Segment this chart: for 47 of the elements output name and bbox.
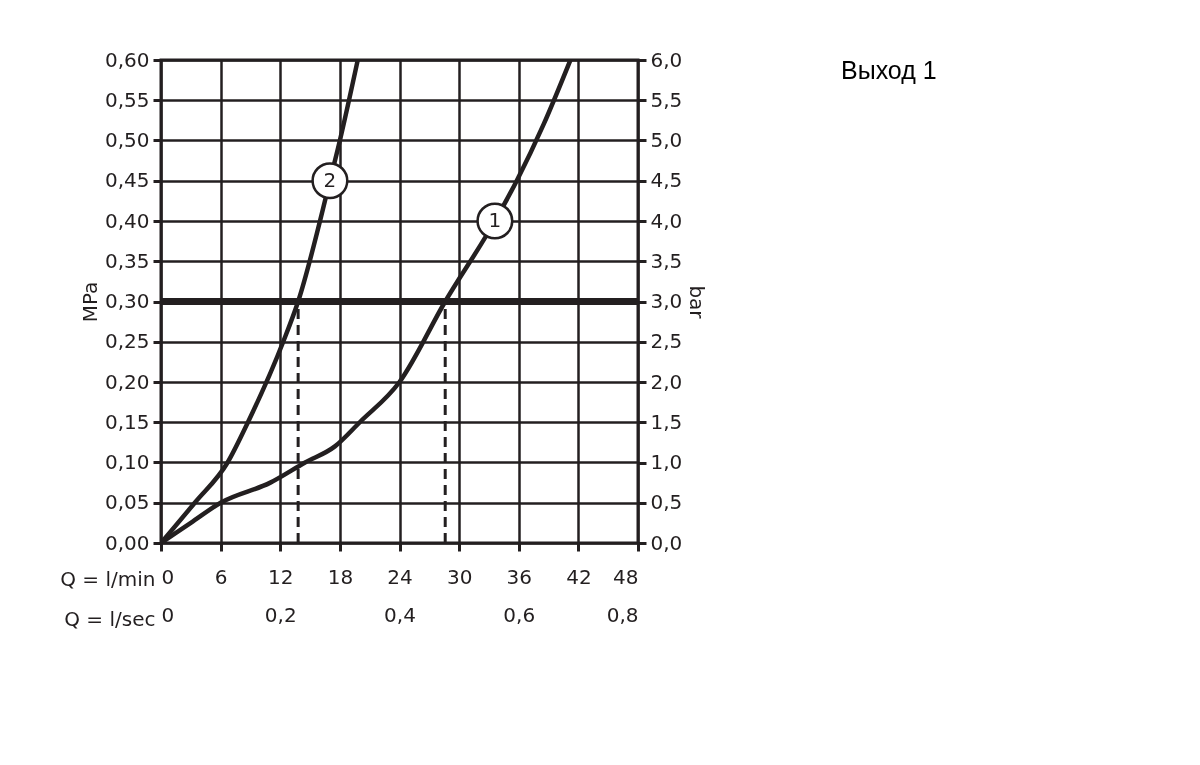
x2-tick-label: 0,4 (384, 602, 416, 627)
x2-tick-label: 0,6 (503, 602, 536, 627)
y-axis-title: MPa (77, 281, 102, 323)
x-tick-label: 6 (214, 564, 228, 589)
y-tick-label: 0,60 (104, 47, 150, 72)
y2-tick-label: 3,5 (650, 248, 683, 273)
y2-tick-label: 4,0 (650, 208, 683, 233)
y2-tick-label: 5,5 (650, 87, 683, 112)
y-tick-label: 0,50 (104, 128, 150, 152)
y-tick-label: 0,00 (104, 530, 150, 555)
x2-axis-title: Q = l/sec (64, 606, 156, 631)
y2-tick-label: 6,0 (650, 47, 683, 72)
y2-tick-label: 4,5 (650, 168, 683, 193)
x-tick-label: 42 (566, 564, 592, 589)
x-tick-label: 36 (506, 564, 532, 589)
y2-tick-label: 1,5 (650, 409, 683, 434)
series-label: 1 (488, 208, 502, 232)
y2-tick-label: 2,0 (650, 369, 683, 394)
y-tick-label: 0,45 (104, 168, 150, 193)
y-tick-label: 0,35 (104, 248, 150, 273)
y2-tick-label: 0,5 (650, 490, 683, 515)
x-tick-label: 18 (327, 564, 354, 589)
y2-tick-label: 0,0 (650, 530, 683, 555)
y-tick-label: 0,30 (104, 289, 150, 313)
y2-tick-label: 1,0 (650, 450, 683, 474)
y-tick-label: 0,05 (104, 490, 150, 515)
series-label: 2 (323, 167, 337, 192)
x-tick-label: 30 (446, 564, 473, 589)
x2-tick-label: 0,8 (606, 602, 639, 627)
x2-tick-label: 0 (161, 602, 175, 627)
y2-tick-label: 2,5 (650, 329, 683, 354)
x-tick-label: 12 (268, 564, 294, 589)
y-tick-label: 0,55 (104, 87, 150, 112)
y-tick-label: 0,15 (104, 409, 150, 434)
x-tick-label: 0 (161, 564, 175, 589)
y-tick-label: 0,40 (104, 208, 150, 233)
y-tick-label: 0,25 (104, 329, 150, 354)
y2-tick-label: 3,0 (650, 289, 683, 313)
y2-axis-title: bar (685, 285, 710, 320)
x-axis-title: Q = l/min (60, 566, 156, 591)
x-tick-label: 24 (387, 564, 413, 589)
y2-tick-label: 5,0 (650, 128, 683, 152)
x-tick-label: 48 (613, 564, 639, 589)
y-tick-label: 0,10 (104, 450, 150, 474)
text: Выход 1 (841, 56, 937, 84)
x2-tick-label: 0,2 (264, 602, 297, 627)
y-tick-label: 0,20 (104, 369, 150, 394)
